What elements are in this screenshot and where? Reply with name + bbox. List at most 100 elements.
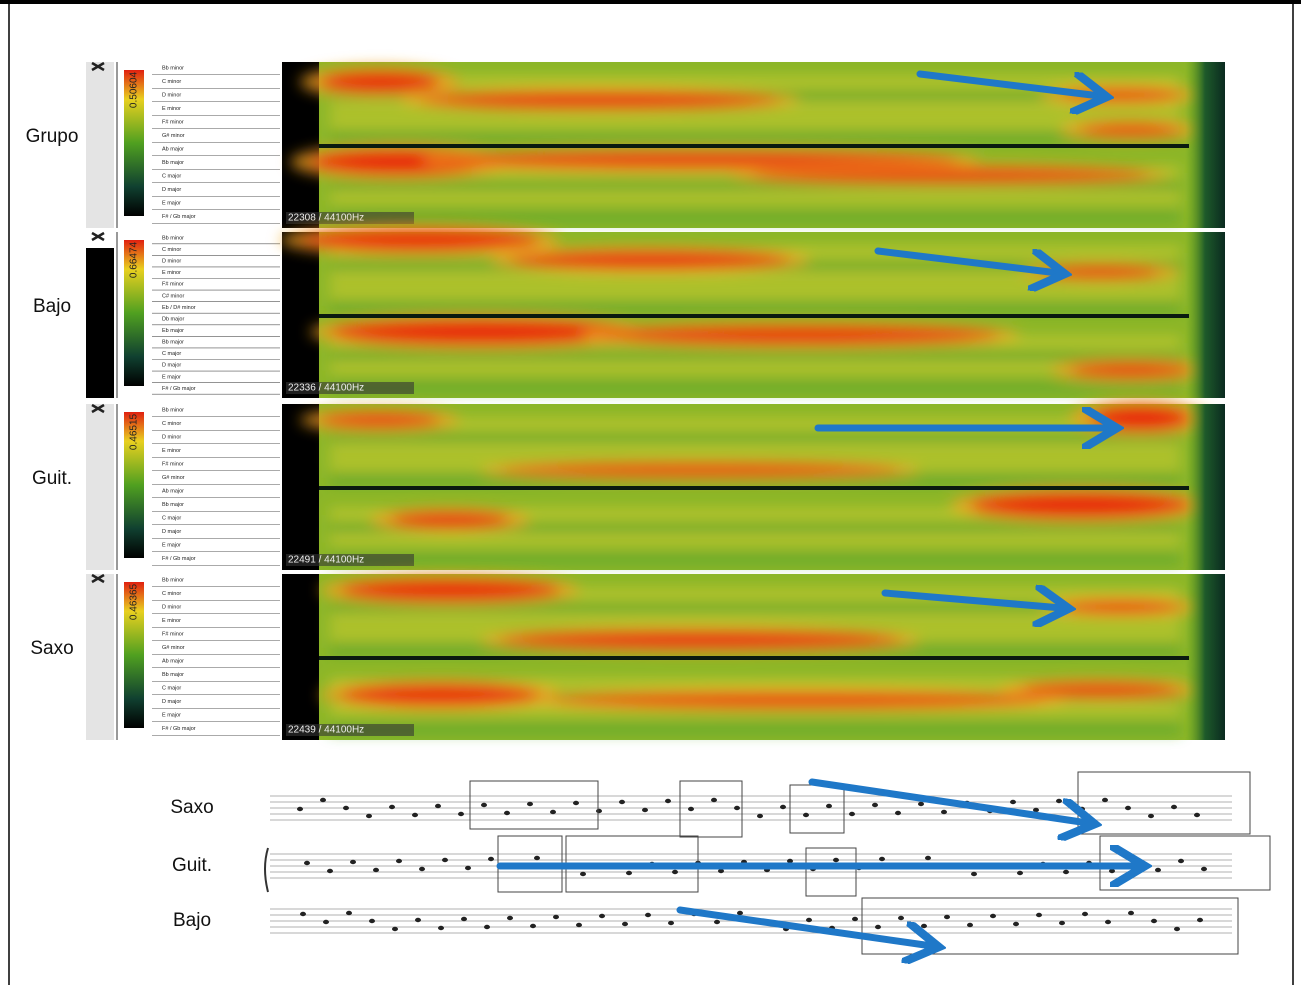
note bbox=[1082, 911, 1088, 917]
note bbox=[780, 804, 786, 810]
blob bbox=[550, 694, 1050, 706]
note bbox=[622, 921, 628, 927]
note bbox=[576, 922, 582, 928]
note bbox=[714, 919, 720, 925]
blob bbox=[330, 320, 630, 344]
track-label: Saxo bbox=[30, 638, 73, 659]
note bbox=[1201, 866, 1207, 872]
key-name: C major bbox=[162, 685, 181, 691]
note bbox=[967, 922, 973, 928]
scale-value: 0.46365 bbox=[129, 583, 140, 620]
side-bar bbox=[86, 248, 114, 398]
note bbox=[412, 812, 418, 818]
key-name: D minor bbox=[162, 604, 181, 610]
note bbox=[971, 871, 977, 877]
note bbox=[1128, 910, 1134, 916]
note bbox=[553, 914, 559, 920]
heatmap-edge bbox=[1185, 62, 1225, 228]
staff-label: Bajo bbox=[173, 910, 211, 931]
frame-top bbox=[0, 0, 1301, 4]
band bbox=[330, 555, 1180, 563]
key-name: F# minor bbox=[162, 282, 184, 288]
key-name: Bb minor bbox=[162, 65, 184, 71]
key-name: Bb minor bbox=[162, 407, 184, 413]
note bbox=[806, 917, 812, 923]
highlight-box bbox=[469, 780, 599, 830]
key-name: F# minor bbox=[162, 631, 184, 637]
note bbox=[534, 855, 540, 861]
band bbox=[330, 303, 1180, 311]
note bbox=[327, 868, 333, 874]
side-bar bbox=[86, 574, 114, 740]
brace bbox=[264, 847, 269, 893]
key-name: F# / Gb major bbox=[162, 726, 196, 732]
note bbox=[1033, 807, 1039, 813]
note bbox=[944, 914, 950, 920]
heatmap-edge bbox=[1185, 574, 1225, 740]
key-name: F# minor bbox=[162, 461, 184, 467]
band bbox=[330, 133, 1180, 141]
blob bbox=[1080, 125, 1180, 135]
band bbox=[330, 445, 1180, 453]
note bbox=[1013, 921, 1019, 927]
key-name: E major bbox=[162, 542, 181, 548]
note bbox=[1059, 920, 1065, 926]
note bbox=[396, 858, 402, 864]
blob bbox=[600, 327, 1000, 343]
key-name: C minor bbox=[162, 79, 181, 85]
highlight-box bbox=[789, 784, 845, 834]
note bbox=[879, 856, 885, 862]
key-name: Bb major bbox=[162, 160, 184, 166]
note bbox=[645, 912, 651, 918]
note bbox=[373, 867, 379, 873]
close-icon bbox=[91, 61, 105, 72]
band bbox=[330, 525, 1180, 533]
key-name: Bb major bbox=[162, 340, 184, 346]
score: Saxo Guit. Bajo bbox=[170, 771, 1271, 955]
band bbox=[330, 288, 1180, 296]
note bbox=[1036, 912, 1042, 918]
key-name: D minor bbox=[162, 92, 181, 98]
colorbar bbox=[124, 70, 144, 216]
heatmap-edge bbox=[1185, 404, 1225, 570]
note bbox=[718, 868, 724, 874]
note bbox=[1125, 805, 1131, 811]
key-name: D major bbox=[162, 529, 181, 535]
note bbox=[757, 813, 763, 819]
note bbox=[1178, 858, 1184, 864]
center-line bbox=[319, 486, 1189, 490]
blob bbox=[500, 465, 900, 475]
note bbox=[1063, 869, 1069, 875]
note bbox=[550, 809, 556, 815]
frequency-label: 22308 / 44100Hz bbox=[288, 213, 364, 224]
key-name: E minor bbox=[162, 106, 181, 112]
band bbox=[330, 615, 1180, 623]
key-name: Bb major bbox=[162, 672, 184, 678]
note bbox=[1079, 806, 1085, 812]
black-strip bbox=[282, 574, 319, 740]
black-strip bbox=[282, 232, 319, 398]
close-icon bbox=[91, 573, 105, 584]
key-name: G# minor bbox=[162, 133, 185, 139]
note bbox=[415, 917, 421, 923]
heatmap-blobs bbox=[280, 224, 1210, 391]
band bbox=[330, 363, 1180, 371]
key-name: Ab major bbox=[162, 488, 184, 494]
note bbox=[737, 910, 743, 916]
note bbox=[1151, 918, 1157, 924]
key-name: D major bbox=[162, 363, 181, 369]
note bbox=[626, 870, 632, 876]
note bbox=[366, 813, 372, 819]
blob bbox=[970, 493, 1190, 517]
band bbox=[330, 383, 1180, 391]
note bbox=[389, 804, 395, 810]
note bbox=[369, 918, 375, 924]
band bbox=[330, 725, 1180, 733]
center-line bbox=[319, 656, 1189, 660]
note bbox=[898, 915, 904, 921]
note bbox=[826, 803, 832, 809]
note bbox=[787, 858, 793, 864]
blob bbox=[320, 414, 440, 426]
freq-bg bbox=[286, 724, 414, 736]
